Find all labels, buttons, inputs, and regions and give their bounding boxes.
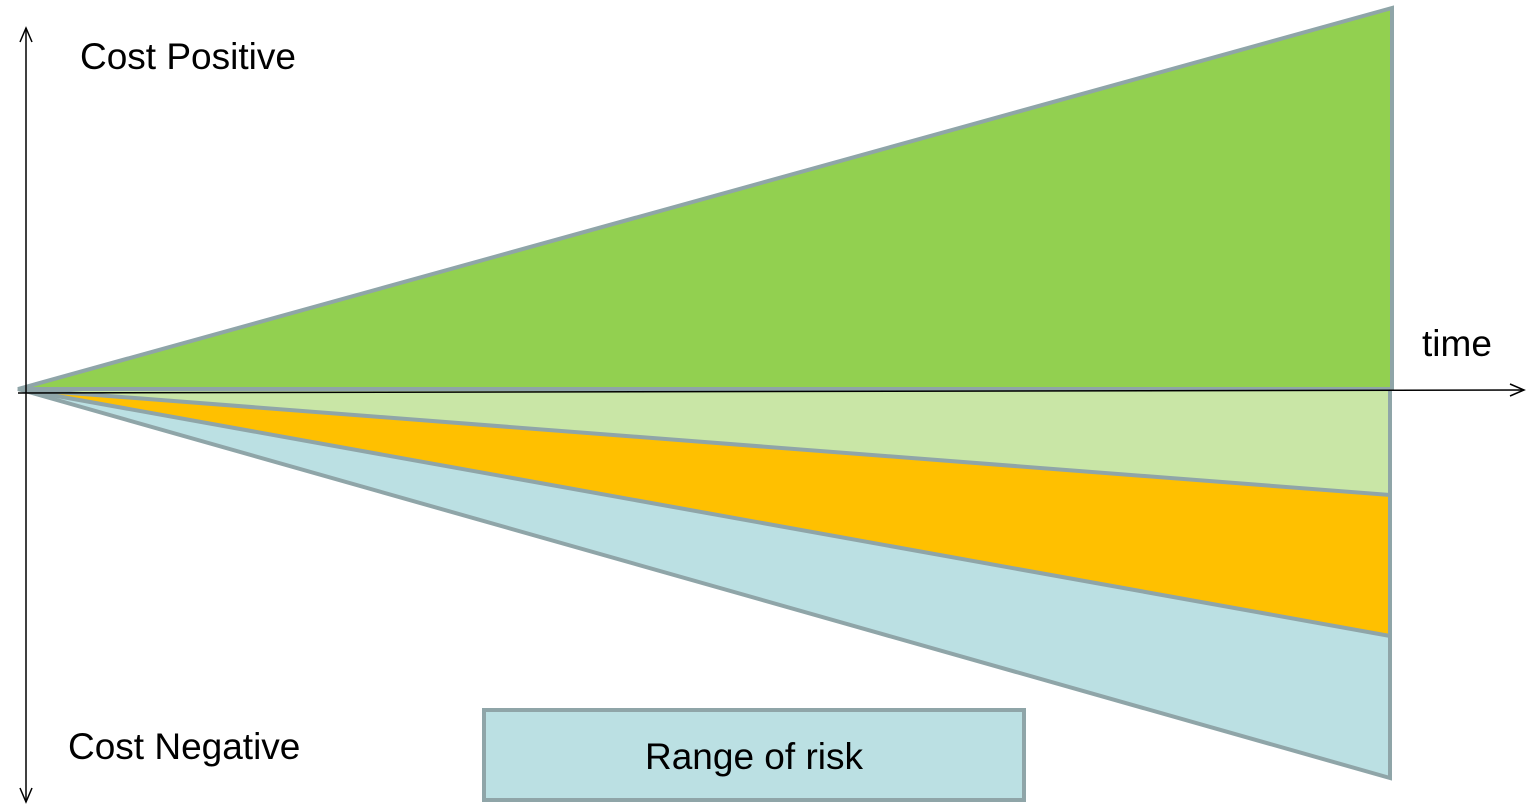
arrow-up-icon (19, 26, 33, 43)
horizontal-axis (17, 389, 1525, 394)
range-of-risk-label: Range of risk (645, 736, 863, 777)
arrow-down-icon (19, 787, 33, 804)
time-axis-label: time (1422, 323, 1492, 364)
cost-positive-label: Cost Positive (80, 36, 296, 77)
arrow-right-icon (1509, 383, 1526, 397)
range-of-risk-box (482, 708, 1026, 802)
green-wedge (17, 5, 1394, 391)
cost-negative-label: Cost Negative (68, 726, 300, 767)
